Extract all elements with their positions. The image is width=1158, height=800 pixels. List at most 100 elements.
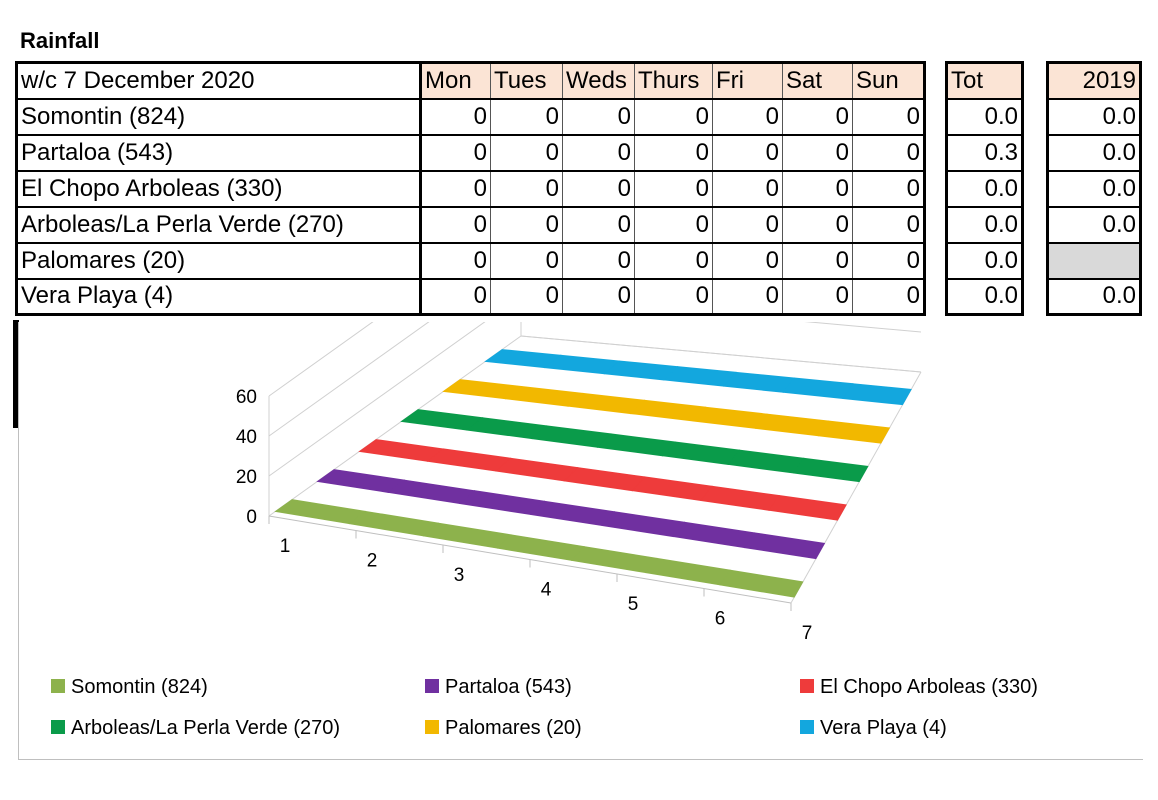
series-segment <box>768 495 847 521</box>
series-segment <box>793 457 869 483</box>
series-segment <box>531 425 612 448</box>
series-segment <box>662 441 741 465</box>
rain-value: 0 <box>712 170 783 208</box>
series-segment <box>727 449 805 474</box>
rain-value: 0 <box>782 134 853 172</box>
y-tick-label: 60 <box>236 387 257 408</box>
year-2019-value: 0.0 <box>1047 134 1141 172</box>
legend-label: Somontin (824) <box>71 676 208 698</box>
series-segment <box>458 490 546 516</box>
series-segment <box>692 406 768 429</box>
rain-value: 0 <box>490 278 563 316</box>
legend-label: Vera Playa (4) <box>820 717 947 739</box>
series-segment <box>719 569 804 598</box>
total-value: 0.3 <box>946 134 1023 172</box>
rain-value: 0 <box>420 242 491 280</box>
rain-value: 0 <box>490 170 563 208</box>
series-segment <box>663 366 737 387</box>
day-header: Fri <box>712 62 783 100</box>
legend-label: El Chopo Arboleas (330) <box>820 676 1038 698</box>
table-row: 0.0 <box>1047 278 1141 316</box>
table-row: 0.0 <box>1047 206 1141 244</box>
year-2019-value <box>1047 242 1141 280</box>
series-segment <box>782 377 854 399</box>
rain-value: 0 <box>782 206 853 244</box>
series-segment <box>817 420 891 444</box>
year-2019-value: 0.0 <box>1047 206 1141 244</box>
frame-edge <box>13 320 19 428</box>
rain-value: 0 <box>712 242 783 280</box>
series-segment <box>700 485 780 511</box>
legend-label: Arboleas/La Perla Verde (270) <box>71 717 340 739</box>
rain-value: 0 <box>782 278 853 316</box>
station-name: Somontin (824) <box>16 98 422 136</box>
table-row: 0.0 <box>946 98 1023 136</box>
x-tick-label: 1 <box>280 536 291 557</box>
rain-value: 0 <box>490 134 563 172</box>
total-value: 0.0 <box>946 206 1023 244</box>
series-segment <box>274 499 367 525</box>
legend-swatch <box>800 679 814 693</box>
table-row: 0.0 <box>1047 98 1141 136</box>
rain-value: 0 <box>562 278 635 316</box>
rain-value: 0 <box>562 206 635 244</box>
table-row: Palomares (20) 0 0 0 0 0 0 0 <box>16 242 925 280</box>
day-header: Sun <box>852 62 925 100</box>
rain-value: 0 <box>712 98 783 136</box>
station-name: Vera Playa (4) <box>16 278 422 316</box>
floor-edge <box>790 371 922 604</box>
rain-value: 0 <box>420 134 491 172</box>
table-row: Arboleas/La Perla Verde (270) 0 0 0 0 0 0 0 <box>16 206 925 244</box>
chart-frame: 0 20 40 60 1 2 3 4 5 6 7 Somontin (824) Partaloa (54… <box>18 322 1143 760</box>
series-segment <box>755 413 829 437</box>
series-segment <box>563 467 646 492</box>
legend-label: Partaloa (543) <box>445 676 572 698</box>
table-row: 0.3 <box>946 134 1023 172</box>
week-label: w/c 7 December 2020 <box>16 62 422 100</box>
tot-header: Tot <box>946 62 1023 100</box>
total-value: 0.0 <box>946 170 1023 208</box>
station-name: El Chopo Arboleas (330) <box>16 170 422 208</box>
rain-value: 0 <box>634 134 713 172</box>
table-row: 0.0 <box>946 206 1023 244</box>
rain-value: 0 <box>852 206 925 244</box>
total-value: 0.0 <box>946 278 1023 316</box>
table-row <box>1047 242 1141 280</box>
y-tick-label: 40 <box>236 427 257 448</box>
table-row: 0.0 <box>1047 134 1141 172</box>
table-row: 0.0 <box>946 278 1023 316</box>
rain-value: 0 <box>562 170 635 208</box>
year-2019-value: 0.0 <box>1047 170 1141 208</box>
rain-value: 0 <box>712 134 783 172</box>
rain-value: 0 <box>490 206 563 244</box>
series-segment <box>495 457 579 482</box>
rain-value: 0 <box>420 206 491 244</box>
rain-value: 0 <box>562 242 635 280</box>
series-segment <box>387 479 476 504</box>
series-segment <box>348 510 439 537</box>
series-segment <box>426 448 512 472</box>
rain-value: 0 <box>782 98 853 136</box>
rain-value: 0 <box>712 206 783 244</box>
total-value: 0.0 <box>946 98 1023 136</box>
station-name: Palomares (20) <box>16 242 422 280</box>
rain-value: 0 <box>852 170 925 208</box>
series-segment <box>316 469 406 493</box>
rain-value: 0 <box>852 242 925 280</box>
series-segment <box>744 532 826 560</box>
year-header: 2019 <box>1047 62 1141 100</box>
year-2019-value: 0.0 <box>1047 98 1141 136</box>
series-segment <box>567 392 646 415</box>
rain-value: 0 <box>782 242 853 280</box>
rain-value: 0 <box>562 134 635 172</box>
x-tick-label: 5 <box>628 594 639 615</box>
x-tick-label: 4 <box>541 580 552 601</box>
rain-value: 0 <box>852 278 925 316</box>
series-segment <box>465 417 548 440</box>
table-header-row: w/c 7 December 2020 Mon Tues Weds Thurs Fri S… <box>16 62 925 100</box>
x-tick-label: 2 <box>367 551 378 572</box>
day-header: Mon <box>420 62 491 100</box>
series-segment <box>422 522 512 549</box>
legend-swatch <box>51 720 65 734</box>
table-row: Vera Playa (4) 0 0 0 0 0 0 0 <box>16 278 925 316</box>
